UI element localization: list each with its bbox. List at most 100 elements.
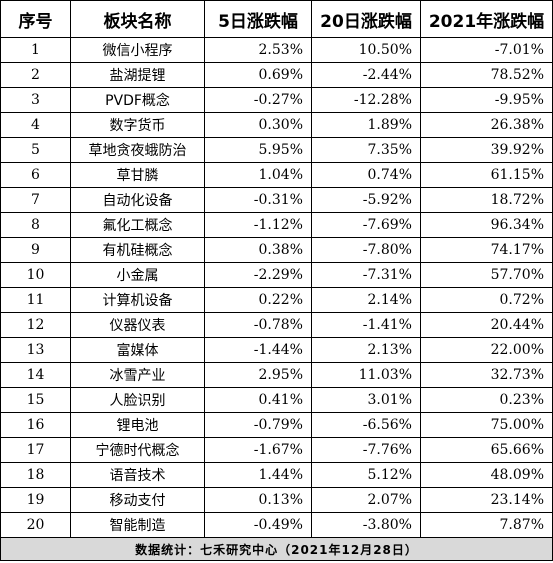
cell-20d-change: -3.80%	[311, 512, 421, 538]
cell-20d-change: 3.01%	[311, 387, 421, 413]
cell-seq: 15	[0, 387, 71, 413]
cell-seq: 16	[0, 412, 71, 438]
cell-2021-change: 78.52%	[420, 62, 553, 88]
cell-2021-change: 26.38%	[420, 112, 553, 138]
cell-20d-change: -2.44%	[311, 62, 421, 88]
cell-2021-change: 18.72%	[420, 187, 553, 213]
cell-seq: 1	[0, 37, 71, 63]
table-row: 14 冰雪产业 2.95% 11.03% 32.73%	[0, 362, 553, 388]
cell-seq: 8	[0, 212, 71, 238]
cell-20d-change: -1.41%	[311, 312, 421, 338]
header-5d-change: 5日涨跌幅	[204, 0, 312, 38]
cell-5d-change: -0.79%	[204, 412, 312, 438]
cell-2021-change: 7.87%	[420, 512, 553, 538]
cell-sector-name: 富媒体	[70, 337, 205, 363]
cell-20d-change: 2.13%	[311, 337, 421, 363]
cell-5d-change: 5.95%	[204, 137, 312, 163]
cell-sector-name: 人脸识别	[70, 387, 205, 413]
cell-5d-change: -1.67%	[204, 437, 312, 463]
cell-seq: 19	[0, 487, 71, 513]
table-row: 1 微信小程序 2.53% 10.50% -7.01%	[0, 37, 553, 63]
table-row: 11 计算机设备 0.22% 2.14% 0.72%	[0, 287, 553, 313]
cell-sector-name: 有机硅概念	[70, 237, 205, 263]
header-name: 板块名称	[70, 0, 205, 38]
cell-2021-change: 39.92%	[420, 137, 553, 163]
table-row: 13 富媒体 -1.44% 2.13% 22.00%	[0, 337, 553, 363]
cell-20d-change: -12.28%	[311, 87, 421, 113]
table-row: 5 草地贪夜蛾防治 5.95% 7.35% 39.92%	[0, 137, 553, 163]
table-row: 18 语音技术 1.44% 5.12% 48.09%	[0, 462, 553, 488]
cell-seq: 11	[0, 287, 71, 313]
table-row: 15 人脸识别 0.41% 3.01% 0.23%	[0, 387, 553, 413]
cell-seq: 4	[0, 112, 71, 138]
cell-2021-change: 23.14%	[420, 487, 553, 513]
table-row: 9 有机硅概念 0.38% -7.80% 74.17%	[0, 237, 553, 263]
cell-5d-change: 0.22%	[204, 287, 312, 313]
cell-20d-change: -6.56%	[311, 412, 421, 438]
cell-seq: 14	[0, 362, 71, 388]
source-note: 数据统计：七禾研究中心（2021年12月28日）	[0, 537, 553, 561]
cell-sector-name: 仪器仪表	[70, 312, 205, 338]
cell-seq: 20	[0, 512, 71, 538]
cell-seq: 18	[0, 462, 71, 488]
header-20d-change: 20日涨跌幅	[311, 0, 421, 38]
cell-20d-change: 7.35%	[311, 137, 421, 163]
cell-5d-change: -0.49%	[204, 512, 312, 538]
cell-seq: 3	[0, 87, 71, 113]
cell-5d-change: -1.12%	[204, 212, 312, 238]
cell-20d-change: 10.50%	[311, 37, 421, 63]
cell-5d-change: 2.53%	[204, 37, 312, 63]
cell-seq: 5	[0, 137, 71, 163]
cell-20d-change: -7.76%	[311, 437, 421, 463]
cell-20d-change: -7.31%	[311, 262, 421, 288]
cell-2021-change: 74.17%	[420, 237, 553, 263]
cell-5d-change: -0.31%	[204, 187, 312, 213]
cell-20d-change: -7.69%	[311, 212, 421, 238]
cell-sector-name: 锂电池	[70, 412, 205, 438]
cell-sector-name: 智能制造	[70, 512, 205, 538]
header-2021-change: 2021年涨跌幅	[420, 0, 553, 38]
cell-sector-name: 自动化设备	[70, 187, 205, 213]
table-row: 6 草甘膦 1.04% 0.74% 61.15%	[0, 162, 553, 188]
cell-5d-change: 1.04%	[204, 162, 312, 188]
cell-2021-change: 75.00%	[420, 412, 553, 438]
cell-sector-name: 语音技术	[70, 462, 205, 488]
cell-sector-name: 小金属	[70, 262, 205, 288]
cell-20d-change: -5.92%	[311, 187, 421, 213]
cell-2021-change: 0.72%	[420, 287, 553, 313]
cell-2021-change: -9.95%	[420, 87, 553, 113]
cell-2021-change: 20.44%	[420, 312, 553, 338]
cell-sector-name: PVDF概念	[70, 87, 205, 113]
cell-sector-name: 草甘膦	[70, 162, 205, 188]
cell-2021-change: 0.23%	[420, 387, 553, 413]
cell-20d-change: 1.89%	[311, 112, 421, 138]
cell-5d-change: 1.44%	[204, 462, 312, 488]
cell-seq: 6	[0, 162, 71, 188]
cell-20d-change: -7.80%	[311, 237, 421, 263]
cell-seq: 10	[0, 262, 71, 288]
cell-2021-change: -7.01%	[420, 37, 553, 63]
table-row: 8 氟化工概念 -1.12% -7.69% 96.34%	[0, 212, 553, 238]
cell-sector-name: 计算机设备	[70, 287, 205, 313]
cell-sector-name: 宁德时代概念	[70, 437, 205, 463]
cell-5d-change: 0.30%	[204, 112, 312, 138]
cell-sector-name: 冰雪产业	[70, 362, 205, 388]
table-row: 17 宁德时代概念 -1.67% -7.76% 65.66%	[0, 437, 553, 463]
table-row: 3 PVDF概念 -0.27% -12.28% -9.95%	[0, 87, 553, 113]
cell-sector-name: 盐湖提锂	[70, 62, 205, 88]
cell-5d-change: 0.41%	[204, 387, 312, 413]
cell-5d-change: -1.44%	[204, 337, 312, 363]
header-seq: 序号	[0, 0, 71, 38]
cell-seq: 13	[0, 337, 71, 363]
cell-5d-change: -0.27%	[204, 87, 312, 113]
cell-seq: 7	[0, 187, 71, 213]
header-row: 序号 板块名称 5日涨跌幅 20日涨跌幅 2021年涨跌幅	[0, 0, 553, 38]
cell-5d-change: 0.13%	[204, 487, 312, 513]
table-row: 16 锂电池 -0.79% -6.56% 75.00%	[0, 412, 553, 438]
cell-seq: 2	[0, 62, 71, 88]
table-row: 4 数字货币 0.30% 1.89% 26.38%	[0, 112, 553, 138]
table-row: 20 智能制造 -0.49% -3.80% 7.87%	[0, 512, 553, 538]
cell-20d-change: 2.07%	[311, 487, 421, 513]
cell-sector-name: 移动支付	[70, 487, 205, 513]
